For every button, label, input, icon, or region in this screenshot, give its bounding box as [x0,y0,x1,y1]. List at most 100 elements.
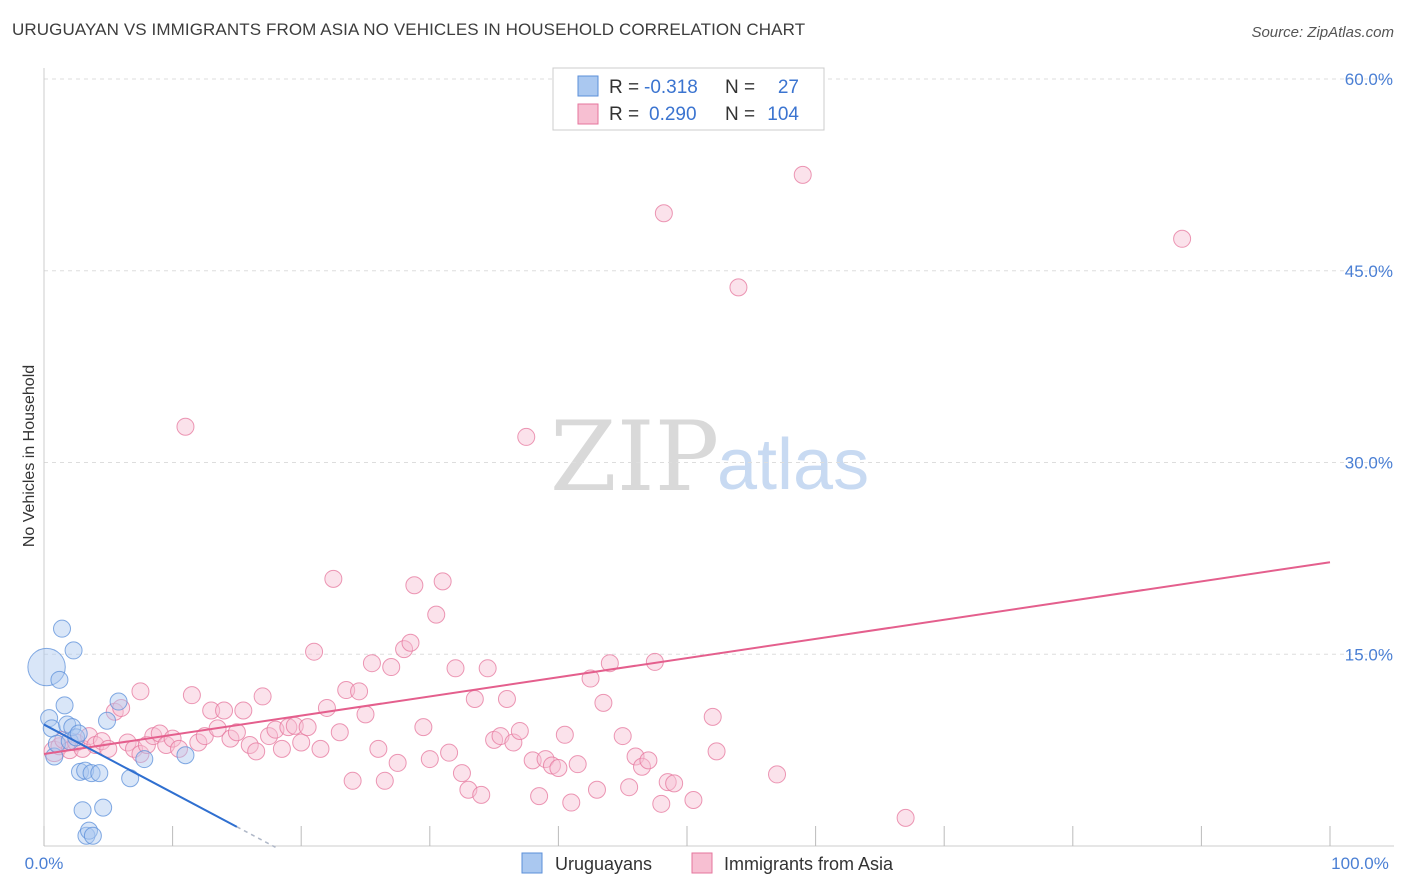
asia-point [382,658,401,677]
grid-lines [44,78,1394,655]
asia-point [536,750,555,769]
asia-point [465,689,484,708]
asia-point [202,701,221,720]
source-label: Source: ZipAtlas.com [1251,24,1394,41]
y-tick-label: 15.0% [1345,645,1393,664]
legend-r-value-pink: 0.290 [649,104,697,125]
uruguayan-point [55,696,74,715]
uruguayan-point [90,764,109,783]
asia-point [1173,229,1192,248]
uruguayan-point [82,764,101,783]
x-tick-label-min: 0.0% [25,854,64,873]
asia-point [137,736,156,755]
asia-point [375,771,394,790]
asia-point [215,701,234,720]
uruguayan-point [53,619,72,638]
asia-point [131,682,150,701]
asia-point [247,742,266,761]
asia-point [452,764,471,783]
asia-point [311,739,330,758]
y-tick-label: 45.0% [1345,262,1393,281]
legend-n-label-pink: N = [725,104,755,125]
asia-point [330,723,349,742]
watermark: ZIP atlas [550,401,869,513]
asia-point [549,759,568,778]
asia-point [176,417,195,436]
asia-point [395,640,414,659]
y-axis-label: No Vehicles in Household [21,365,38,547]
asia-point [324,569,343,588]
asia-point [568,755,587,774]
asia-point [684,790,703,809]
asia-point [350,682,369,701]
uruguayan-trend-extension [236,826,276,848]
legend-r-label-blue: R = [609,77,639,98]
legend-n-value-pink: 104 [767,104,799,125]
uruguayan-point [83,826,102,845]
asia-point [530,787,549,806]
immigrants-from-asia-points [43,165,1192,827]
asia-point [523,751,542,770]
uruguayan-point [64,641,83,660]
asia-point [414,718,433,737]
uruguayan-point [135,750,154,769]
asia-point [581,669,600,688]
asia-point [401,633,420,652]
uruguayan-point [77,826,96,845]
asia-point [189,733,208,752]
y-tick-labels: 15.0% 30.0% 45.0% 60.0% [1345,70,1393,664]
asia-point [497,689,516,708]
asia-point [707,742,726,761]
asia-point [768,765,787,784]
asia-point [298,718,317,737]
uruguayan-point [73,801,92,820]
asia-point [260,727,279,746]
uruguayan-point [98,711,117,730]
uruguayan-point [94,798,113,817]
asia-point [234,701,253,720]
asia-point [594,693,613,712]
legend-r-label-pink: R = [609,104,639,125]
asia-trend-line [43,561,1331,755]
asia-point [446,659,465,678]
asia-point [562,793,581,812]
uruguayan-point [27,647,66,687]
asia-point [305,642,324,661]
asia-point [405,576,424,595]
series-legend-swatch-asia [691,852,713,874]
legend-r-value-blue: -0.318 [644,77,698,98]
asia-point [665,774,684,793]
asia-point [362,654,381,673]
uruguayan-trend-line [43,723,238,828]
asia-point [587,780,606,799]
asia-point [221,729,240,748]
legend-n-value-blue: 27 [778,77,799,98]
chart-title: URUGUAYAN VS IMMIGRANTS FROM ASIA NO VEH… [12,20,806,39]
asia-point [639,751,658,770]
asia-point [440,743,459,762]
legend-swatch-blue [577,75,599,97]
asia-point [279,718,298,737]
asia-point [343,771,362,790]
asia-point [253,687,272,706]
x-ticks [43,826,1331,846]
uruguayan-point [109,692,128,711]
asia-point [652,794,671,813]
series-legend-swatch-uruguayans [521,852,543,874]
series-legend-label-uruguayans: Uruguayans [555,854,652,874]
asia-point [420,750,439,769]
legend-n-label-blue: N = [725,77,755,98]
uruguayan-point [50,670,69,689]
asia-point [793,165,812,184]
asia-point [555,725,574,744]
asia-point [472,785,491,804]
uruguayan-point [176,746,195,765]
asia-point [896,808,915,827]
legend-swatch-pink [577,103,599,125]
series-legend: Uruguayans Immigrants from Asia [521,852,894,874]
asia-point [170,739,189,758]
asia-point [504,733,523,752]
asia-point [240,736,259,755]
asia-point [510,721,529,740]
